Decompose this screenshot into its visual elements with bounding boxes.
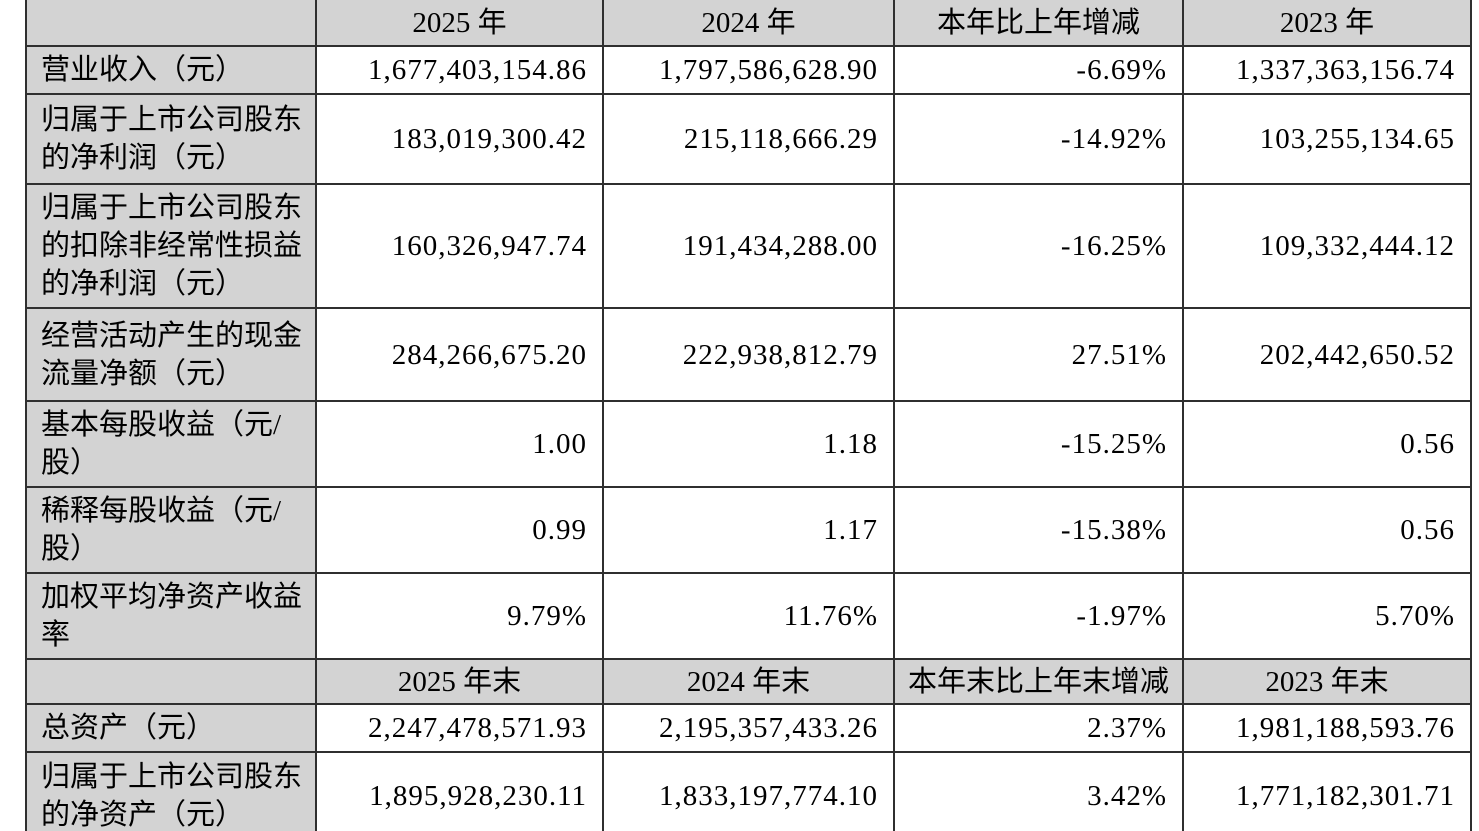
value-2023: 109,332,444.12 xyxy=(1182,183,1472,309)
value-2023: 103,255,134.65 xyxy=(1182,93,1472,185)
table-row: 总资产（元） 2,247,478,571.93 2,195,357,433.26… xyxy=(25,703,1472,753)
value-2025-end: 1,895,928,230.11 xyxy=(315,751,604,831)
value-end-change: 3.42% xyxy=(893,751,1184,831)
value-change: -15.25% xyxy=(893,400,1184,488)
corner-blank-cell xyxy=(25,658,317,705)
value-2025: 1.00 xyxy=(315,400,604,488)
value-2023-end: 1,981,188,593.76 xyxy=(1182,703,1472,753)
value-2023: 5.70% xyxy=(1182,572,1472,660)
value-2024-end: 1,833,197,774.10 xyxy=(602,751,895,831)
corner-blank-cell xyxy=(25,0,317,47)
row-label-total-assets: 总资产（元） xyxy=(25,703,317,753)
col-header-2025-end: 2025 年末 xyxy=(315,658,604,705)
value-2024: 1.17 xyxy=(602,486,895,574)
value-2024: 222,938,812.79 xyxy=(602,307,895,402)
table-row: 归属于上市公司股东的净资产（元） 1,895,928,230.11 1,833,… xyxy=(25,751,1472,831)
value-2025: 284,266,675.20 xyxy=(315,307,604,402)
value-2023: 0.56 xyxy=(1182,486,1472,574)
table-row: 归属于上市公司股东的扣除非经常性损益的净利润（元） 160,326,947.74… xyxy=(25,183,1472,309)
col-header-2024-end: 2024 年末 xyxy=(602,658,895,705)
row-label-basic-eps: 基本每股收益（元/股） xyxy=(25,400,317,488)
table-row: 营业收入（元） 1,677,403,154.86 1,797,586,628.9… xyxy=(25,45,1472,95)
header-row-annual: 2025 年 2024 年 本年比上年增减 2023 年 xyxy=(25,0,1472,47)
table-row: 经营活动产生的现金流量净额（元） 284,266,675.20 222,938,… xyxy=(25,307,1472,402)
row-label-diluted-eps: 稀释每股收益（元/股） xyxy=(25,486,317,574)
col-header-2024: 2024 年 xyxy=(602,0,895,47)
value-2025: 9.79% xyxy=(315,572,604,660)
table-row: 归属于上市公司股东的净利润（元） 183,019,300.42 215,118,… xyxy=(25,93,1472,185)
value-2024: 215,118,666.29 xyxy=(602,93,895,185)
value-2024: 1,797,586,628.90 xyxy=(602,45,895,95)
value-end-change: 2.37% xyxy=(893,703,1184,753)
row-label-net-assets: 归属于上市公司股东的净资产（元） xyxy=(25,751,317,831)
row-label-revenue: 营业收入（元） xyxy=(25,45,317,95)
value-2024-end: 2,195,357,433.26 xyxy=(602,703,895,753)
financial-summary-table: 2025 年 2024 年 本年比上年增减 2023 年 营业收入（元） 1,6… xyxy=(25,0,1472,831)
value-change: -6.69% xyxy=(893,45,1184,95)
col-header-2025: 2025 年 xyxy=(315,0,604,47)
value-2025: 0.99 xyxy=(315,486,604,574)
col-header-change: 本年比上年增减 xyxy=(893,0,1184,47)
col-header-end-change: 本年末比上年末增减 xyxy=(893,658,1184,705)
value-2023: 1,337,363,156.74 xyxy=(1182,45,1472,95)
row-label-weighted-avg-roe: 加权平均净资产收益率 xyxy=(25,572,317,660)
row-label-deducted-net-profit: 归属于上市公司股东的扣除非经常性损益的净利润（元） xyxy=(25,183,317,309)
col-header-2023: 2023 年 xyxy=(1182,0,1472,47)
value-2024: 191,434,288.00 xyxy=(602,183,895,309)
value-2025: 160,326,947.74 xyxy=(315,183,604,309)
value-2023: 0.56 xyxy=(1182,400,1472,488)
row-label-operating-cash-flow: 经营活动产生的现金流量净额（元） xyxy=(25,307,317,402)
value-change: -15.38% xyxy=(893,486,1184,574)
value-change: 27.51% xyxy=(893,307,1184,402)
value-2025: 1,677,403,154.86 xyxy=(315,45,604,95)
value-change: -14.92% xyxy=(893,93,1184,185)
value-2025: 183,019,300.42 xyxy=(315,93,604,185)
table-row: 稀释每股收益（元/股） 0.99 1.17 -15.38% 0.56 xyxy=(25,486,1472,574)
table-row: 加权平均净资产收益率 9.79% 11.76% -1.97% 5.70% xyxy=(25,572,1472,660)
value-2024: 1.18 xyxy=(602,400,895,488)
header-row-period-end: 2025 年末 2024 年末 本年末比上年末增减 2023 年末 xyxy=(25,658,1472,705)
value-change: -16.25% xyxy=(893,183,1184,309)
value-change: -1.97% xyxy=(893,572,1184,660)
value-2023-end: 1,771,182,301.71 xyxy=(1182,751,1472,831)
row-label-net-profit: 归属于上市公司股东的净利润（元） xyxy=(25,93,317,185)
value-2024: 11.76% xyxy=(602,572,895,660)
table-row: 基本每股收益（元/股） 1.00 1.18 -15.25% 0.56 xyxy=(25,400,1472,488)
value-2025-end: 2,247,478,571.93 xyxy=(315,703,604,753)
col-header-2023-end: 2023 年末 xyxy=(1182,658,1472,705)
value-2023: 202,442,650.52 xyxy=(1182,307,1472,402)
